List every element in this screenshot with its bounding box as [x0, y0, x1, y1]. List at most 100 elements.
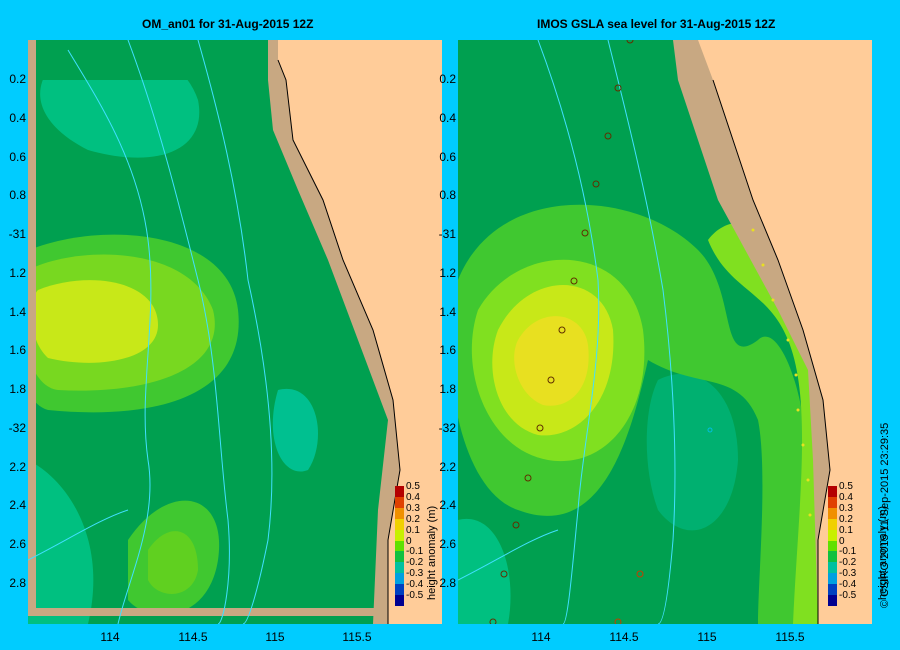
bathymetry-line: [458, 529, 559, 581]
coastline: [277, 59, 401, 624]
land: [278, 40, 442, 624]
colorbar-swatch: [828, 540, 837, 552]
y-tick-label: 0.4: [9, 110, 26, 125]
obs-point: [592, 180, 600, 188]
obs-point: [536, 424, 544, 432]
y-tick-label: 2.4: [9, 498, 26, 513]
colorbar-label: 0.5: [406, 481, 420, 492]
colorbar-label: 0.4: [406, 491, 420, 503]
colorbar-swatch: [395, 562, 404, 574]
shelf-border: [28, 608, 388, 616]
y-tick-label: 0.6: [439, 149, 456, 164]
x-tick-label: 114: [100, 630, 120, 644]
colorbar-swatch: [828, 496, 837, 508]
colorbar-label: -0.3: [406, 568, 424, 580]
colorbar-label: -0.5: [406, 590, 424, 601]
colorbar-label: -0.2: [406, 557, 424, 569]
colorbar-label: -0.1: [839, 546, 857, 558]
model-domain-edge: [28, 40, 268, 80]
left-panel-title: OM_an01 for 31-Aug-2015 12Z: [142, 17, 314, 31]
obs-stations: [489, 40, 713, 624]
colorbar-label: 0.1: [839, 524, 853, 536]
colorbar-label: 0: [406, 535, 412, 547]
x-tick-label: 114: [531, 630, 551, 644]
colorbar-swatch: [828, 573, 837, 585]
colorbar-swatch: [828, 595, 837, 607]
colorbar-swatch: [828, 486, 837, 497]
obs-point: [570, 277, 578, 285]
y-tick-label: 2.6: [439, 537, 456, 551]
colorbar-label: 0: [839, 535, 845, 547]
colorbar-label: 0.2: [839, 513, 853, 525]
y-tick-label: -32: [8, 420, 26, 435]
colorbar-swatch: [395, 486, 404, 497]
colorbar-swatch: [828, 507, 837, 519]
right-panel-title: IMOS GSLA sea level for 31-Aug-2015 12Z: [537, 17, 776, 31]
x-tick-label: 115.5: [342, 630, 372, 644]
bathymetry-line: [197, 40, 273, 624]
colorbar-label: -0.3: [839, 568, 857, 580]
colorbar-label: -0.1: [406, 546, 424, 558]
obs-dots: [751, 228, 812, 517]
colorbar-title-left: height anomaly (m): [426, 505, 438, 600]
anomaly-contour: [31, 280, 158, 363]
y-tick-label: 1.8: [439, 382, 456, 396]
obs-point: [500, 570, 508, 578]
obs-point: [626, 40, 634, 44]
y-tick-label: 2.4: [439, 498, 456, 513]
y-tick-label: 2.6: [9, 537, 26, 551]
colorbar-swatch: [828, 529, 837, 541]
colorbar-swatch: [395, 551, 404, 563]
obs-point: [604, 132, 612, 140]
colorbar-label: 0.1: [406, 524, 420, 536]
y-tick-label: 1.6: [9, 343, 26, 358]
y-tick-label: 0.6: [9, 149, 26, 164]
y-tick-label: 0.2: [9, 72, 26, 86]
y-tick-label: 0.8: [9, 188, 26, 203]
y-tick-label: 1.6: [439, 343, 456, 358]
obs-point: [636, 570, 644, 578]
colorbar-swatch: [828, 518, 837, 530]
colorbar-swatch: [828, 562, 837, 574]
y-tick-label: 0.4: [439, 110, 456, 125]
obs-point: [581, 229, 589, 237]
y-tick-label: 1.4: [9, 304, 26, 319]
bathymetry-line: [127, 40, 230, 624]
colorbar-label: -0.5: [839, 590, 857, 601]
colorbar-swatch: [395, 507, 404, 519]
obs-point: [558, 326, 566, 334]
colorbar-swatch: [828, 551, 837, 563]
colorbar-label: 0.3: [839, 502, 853, 514]
colorbar-label: 0.3: [406, 502, 420, 514]
y-tick-label: 0.8: [439, 188, 456, 203]
colorbar-swatch: [395, 518, 404, 530]
y-tick-label: -31: [438, 227, 456, 241]
x-tick-label: 115.5: [775, 630, 805, 644]
obs-point: [614, 618, 622, 624]
obs-point: [489, 618, 497, 624]
colorbar-label: 0.4: [839, 491, 853, 503]
colorbar-swatch: [395, 496, 404, 508]
colorbar-swatch: [395, 540, 404, 552]
y-tick-label: 2.2: [9, 459, 26, 474]
obs-point: [512, 521, 520, 529]
colorbar-label: -0.4: [839, 579, 857, 591]
left-map: [28, 40, 442, 624]
colorbar-label: 0.5: [839, 481, 853, 492]
y-tick-label: 2.8: [439, 575, 456, 590]
credit-text: © CSIRO 2015 11-Sep-2015 23:29:35: [879, 422, 891, 608]
y-tick-label: -32: [438, 420, 456, 435]
anomaly-contour: [458, 518, 511, 624]
anomaly-contour: [646, 373, 738, 531]
anomaly-contour: [28, 460, 94, 624]
shelf-border: [28, 40, 36, 615]
obs-point: [547, 376, 555, 384]
y-tick-label: 1.4: [439, 304, 456, 319]
colorbar-swatch: [395, 584, 404, 596]
y-tick-label: 0.2: [439, 72, 456, 86]
y-tick-label: 1.2: [9, 265, 26, 280]
y-tick-label: -31: [8, 227, 26, 241]
y-tick-label: 2.8: [9, 575, 26, 590]
obs-point: [707, 427, 713, 433]
x-tick-label: 114.5: [609, 630, 639, 644]
